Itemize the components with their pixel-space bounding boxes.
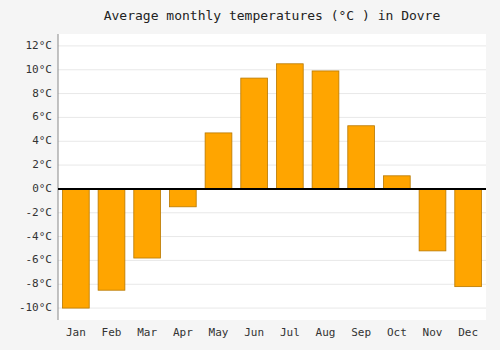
x-tick-label: Feb (102, 326, 122, 339)
grid-line (58, 117, 486, 118)
bar (169, 189, 196, 207)
y-tick-label: -2°C (26, 206, 53, 219)
y-tick-label: 10°C (26, 63, 53, 76)
chart: -10°C -8°C -6°C -4°C -2°C 0°C 2°C 4°C 6°C 8°C 10°C… (0, 0, 500, 350)
bar (62, 189, 89, 308)
x-tick-label: Apr (173, 326, 193, 339)
x-tick-label: Jul (280, 326, 300, 339)
y-axis: -10°C -8°C -6°C -4°C -2°C 0°C 2°C 4°C 6°C 8°C 10°C… (19, 34, 58, 320)
grid-line (58, 141, 486, 142)
y-tick-label: 0°C (32, 182, 52, 195)
x-tick-label: Oct (387, 326, 407, 339)
baseline (58, 188, 486, 190)
grid-line (58, 69, 486, 70)
bar (205, 133, 232, 189)
bar (455, 189, 482, 287)
x-axis: Jan Feb Mar Apr May Jun Jul Aug Sep Oct Nov Dec (66, 326, 478, 339)
y-tick-label: -10°C (19, 301, 52, 314)
bar (241, 78, 268, 189)
title: Average monthly temperatures (°C ) in Do… (104, 8, 441, 23)
x-tick-label: Nov (423, 326, 443, 339)
bar (383, 176, 410, 189)
y-tick-label: 4°C (32, 134, 52, 147)
x-tick-label: Jun (244, 326, 264, 339)
bar (348, 126, 375, 189)
grid (58, 46, 486, 308)
x-tick-label: Dec (458, 326, 478, 339)
y-tick-label: 12°C (26, 39, 53, 52)
grid-line (58, 93, 486, 94)
x-tick-label: Mar (137, 326, 157, 339)
y-axis-line (58, 34, 59, 320)
y-tick-label: -8°C (26, 277, 53, 290)
x-tick-label: Sep (351, 326, 371, 339)
bar (98, 189, 125, 290)
grid-line (58, 165, 486, 166)
x-tick-label: May (209, 326, 229, 339)
y-tick-label: 2°C (32, 158, 52, 171)
bars (62, 64, 481, 308)
bar (134, 189, 161, 258)
x-tick-label: Aug (316, 326, 336, 339)
x-tick-label: Jan (66, 326, 86, 339)
bar (419, 189, 446, 251)
grid-line (58, 45, 486, 46)
y-tick-label: -6°C (26, 253, 53, 266)
y-tick-label: 8°C (32, 87, 52, 100)
grid-line (58, 308, 486, 309)
bar (312, 71, 339, 189)
y-tick-label: -4°C (26, 230, 53, 243)
bar (276, 64, 303, 189)
plot-area (58, 34, 486, 320)
grid-line (58, 188, 486, 189)
y-tick-label: 6°C (32, 110, 52, 123)
background (0, 0, 500, 350)
